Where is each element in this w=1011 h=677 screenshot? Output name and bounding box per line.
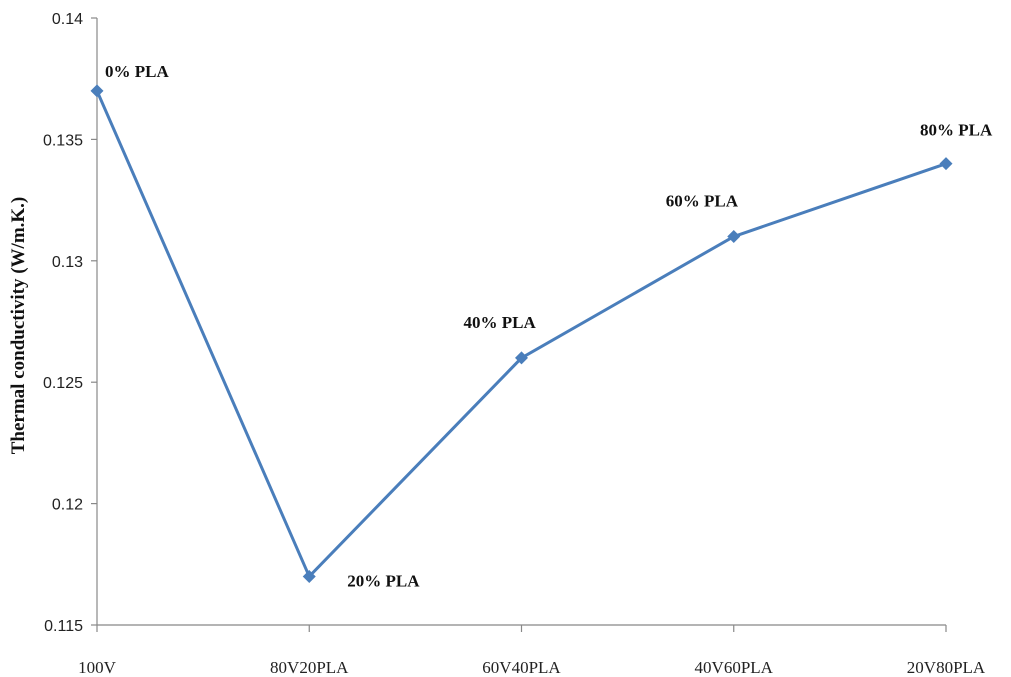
data-point-marker	[90, 84, 104, 98]
data-point-marker	[727, 230, 741, 244]
data-label: 40% PLA	[464, 313, 537, 332]
x-tick-label: 60V40PLA	[482, 658, 561, 677]
data-labels-group: 0% PLA 20% PLA 40% PLA 60% PLA 80% PLA	[105, 62, 993, 591]
y-axis-title: Thermal conductivity (W/m.K.)	[8, 197, 29, 455]
y-tick-label: 0.115	[44, 618, 83, 635]
x-tick-label: 40V60PLA	[695, 658, 774, 677]
x-tick-label: 80V20PLA	[270, 658, 349, 677]
data-label: 0% PLA	[105, 62, 169, 81]
series-group	[90, 84, 953, 583]
y-tick-label: 0.125	[43, 375, 83, 392]
data-label: 20% PLA	[347, 571, 420, 590]
x-tick-label: 20V80PLA	[907, 658, 986, 677]
data-point-marker	[302, 569, 316, 583]
data-point-marker	[939, 157, 953, 171]
y-tick-label: 0.13	[52, 254, 83, 271]
y-ticks: 0.115 0.12 0.125 0.13 0.135 0.14	[43, 11, 97, 635]
y-tick-label: 0.12	[52, 497, 83, 514]
data-point-marker	[515, 351, 528, 365]
y-tick-label: 0.135	[43, 132, 83, 149]
x-ticks: 100V 80V20PLA 60V40PLA 40V60PLA 20V80PLA	[78, 625, 986, 677]
data-label: 60% PLA	[666, 192, 739, 211]
y-tick-label: 0.14	[52, 11, 83, 28]
data-label: 80% PLA	[920, 121, 993, 140]
series-line	[95, 90, 947, 578]
x-tick-label: 100V	[78, 658, 117, 677]
